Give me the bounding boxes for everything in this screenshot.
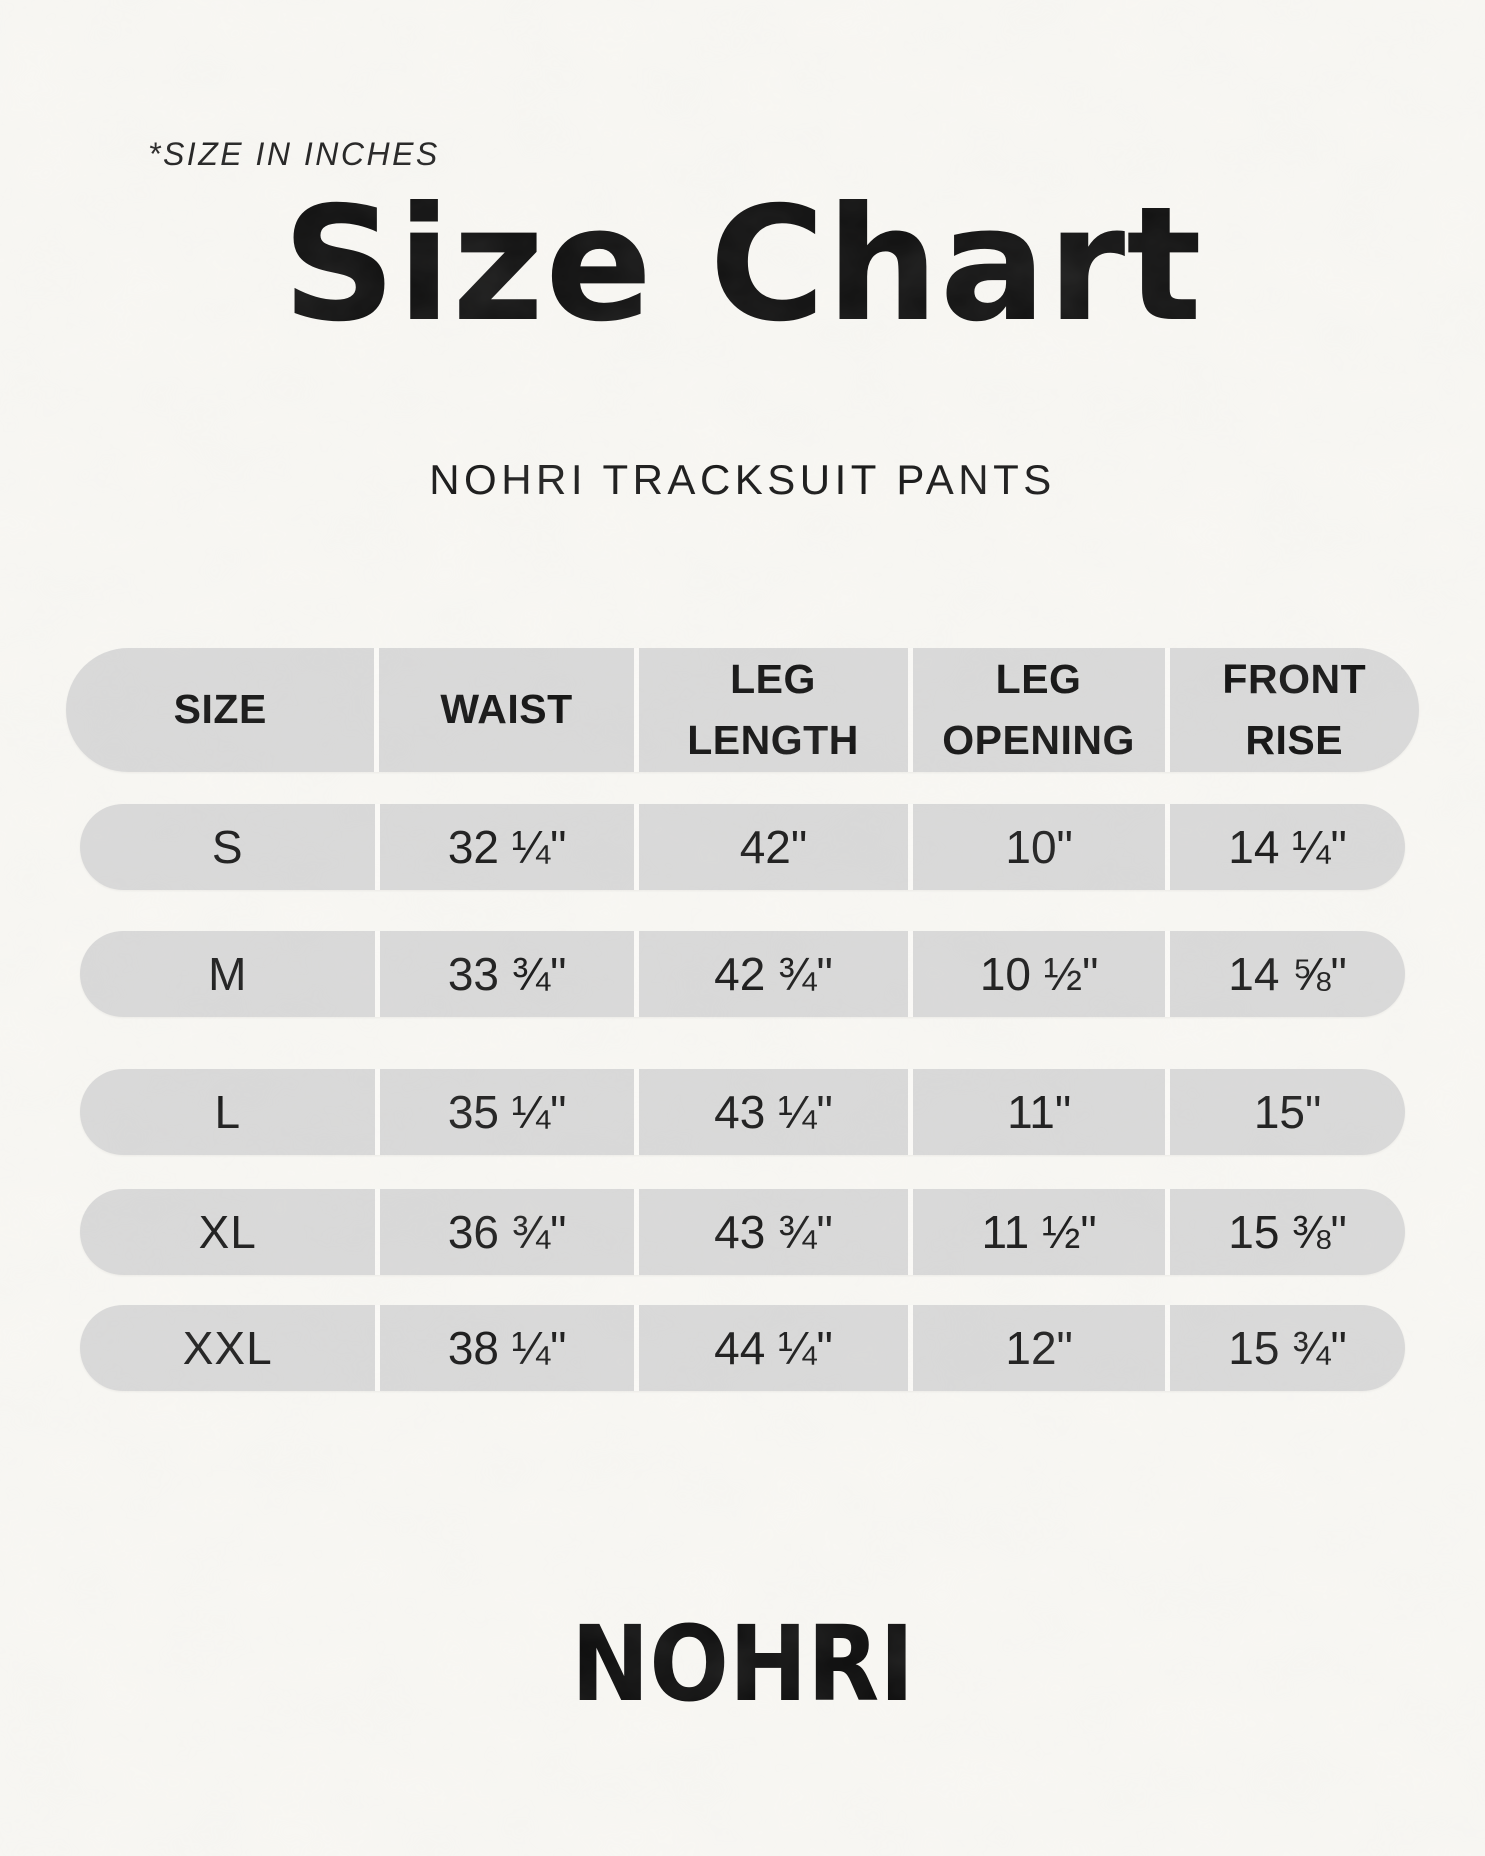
- front-rise-cell: 15": [1165, 1069, 1405, 1155]
- header-label: LENGTH: [687, 717, 859, 763]
- waist-cell: 32 ¼": [375, 804, 633, 890]
- header-label: LEG: [730, 655, 816, 702]
- table-row-m: M 33 ¾" 42 ¾" 10 ½" 14 ⅝": [80, 931, 1405, 1017]
- waist-cell: 33 ¾": [375, 931, 633, 1017]
- size-table: SIZE WAIST LEG LENGTH LEG OPENING FRONT …: [66, 648, 1419, 1391]
- front-rise-cell: 14 ⅝": [1165, 931, 1405, 1017]
- page-title: Size Chart: [282, 173, 1203, 357]
- leg-length-cell: 42": [633, 804, 908, 890]
- header-cell-front-rise: FRONT RISE: [1164, 648, 1419, 772]
- table-row-l: L 35 ¼" 43 ¼" 11" 15": [80, 1069, 1405, 1155]
- header-label: FRONT: [1222, 655, 1367, 702]
- leg-length-cell: 42 ¾": [633, 931, 908, 1017]
- size-unit-note: *SIZE IN INCHES: [148, 136, 440, 172]
- table-header-row: SIZE WAIST LEG LENGTH LEG OPENING FRONT …: [66, 648, 1419, 772]
- leg-opening-cell: 11 ½": [908, 1189, 1165, 1275]
- front-rise-cell: 14 ¼": [1165, 804, 1405, 890]
- product-subtitle: NOHRI TRACKSUIT PANTS: [429, 456, 1056, 503]
- table-row-xxl: XXL 38 ¼" 44 ¼" 12" 15 ¾": [80, 1305, 1405, 1391]
- header-cell-leg-length: LEG LENGTH: [633, 648, 908, 772]
- header-cell-leg-opening: LEG OPENING: [907, 648, 1165, 772]
- size-cell: M: [208, 948, 248, 1000]
- waist-cell: 38 ¼": [375, 1305, 633, 1391]
- header-label: OPENING: [942, 717, 1135, 763]
- size-cell: L: [214, 1086, 242, 1138]
- leg-opening-cell: 12": [908, 1305, 1165, 1391]
- size-cell: XL: [198, 1206, 257, 1258]
- leg-length-cell: 44 ¼": [633, 1305, 908, 1391]
- front-rise-cell: 15 ¾": [1165, 1305, 1405, 1391]
- brand-logo: NOHRI: [0, 1612, 1485, 1716]
- front-rise-cell: 15 ⅜": [1165, 1189, 1405, 1275]
- leg-opening-cell: 11": [908, 1069, 1165, 1155]
- leg-length-cell: 43 ¼": [633, 1069, 908, 1155]
- header-label: LEG: [995, 655, 1082, 702]
- header-cell-waist: WAIST: [374, 648, 633, 772]
- brand-logo-text: NOHRI: [570, 1603, 915, 1725]
- leg-opening-cell: 10 ½": [908, 931, 1165, 1017]
- header-cell-size: SIZE: [66, 648, 374, 772]
- header-label: SIZE: [173, 686, 267, 733]
- waist-cell: 36 ¾": [375, 1189, 633, 1275]
- size-cell: S: [211, 821, 244, 873]
- waist-cell: 35 ¼": [375, 1069, 633, 1155]
- header-label: RISE: [1245, 717, 1344, 763]
- table-row-xl: XL 36 ¾" 43 ¾" 11 ½" 15 ⅜": [80, 1189, 1405, 1275]
- leg-length-cell: 43 ¾": [633, 1189, 908, 1275]
- leg-opening-cell: 10": [908, 804, 1165, 890]
- table-row-s: S 32 ¼" 42" 10" 14 ¼": [80, 804, 1405, 890]
- header-label: WAIST: [440, 686, 573, 733]
- size-cell: XXL: [182, 1322, 273, 1374]
